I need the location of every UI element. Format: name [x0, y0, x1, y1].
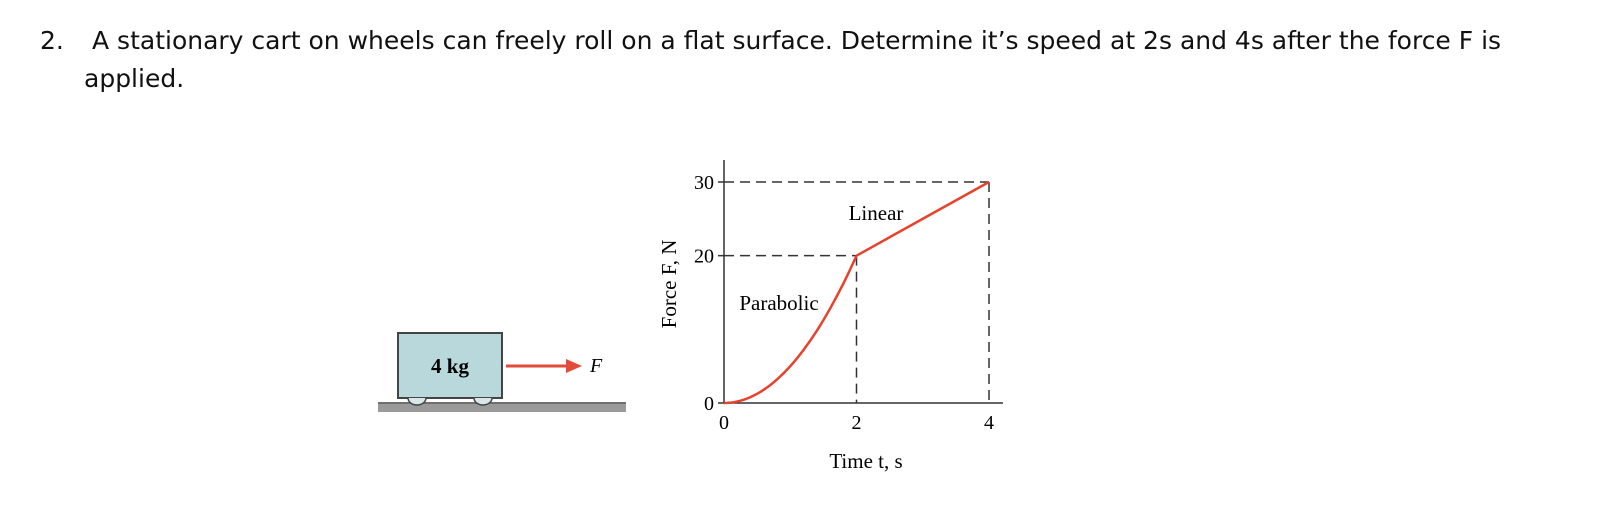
ground-surface [378, 402, 626, 412]
problem-number: 2. [40, 26, 64, 55]
x-tick-label: 0 [719, 412, 729, 434]
y-tick-label: 30 [694, 172, 714, 194]
x-tick-labels: 0 2 4 [719, 412, 994, 434]
x-tick-label: 4 [984, 412, 994, 434]
problem-text-line1: A stationary cart on wheels can freely r… [92, 26, 1502, 55]
x-axis-label: Time t, s [829, 449, 902, 473]
parabolic-segment [723, 255, 858, 405]
y-tick-label: 20 [694, 246, 714, 268]
x-tick-label: 2 [852, 412, 862, 434]
problem-text: A stationary cart on wheels can freely r… [84, 22, 1600, 98]
cart-mass-label: 4 kg [431, 354, 469, 378]
cart-wheel-left [407, 397, 427, 406]
force-arrow-head [566, 359, 582, 373]
y-axis-label: Force F, N [657, 240, 681, 329]
force-time-chart: 0 20 30 0 2 4 Linear Parabolic Time t, s For… [657, 160, 1003, 473]
guide-lines [724, 181, 990, 403]
y-tick-label: 0 [704, 393, 714, 415]
cart-body [397, 332, 503, 399]
segment-label-linear: Linear [849, 201, 904, 225]
y-tick-labels: 0 20 30 [694, 172, 724, 415]
segment-label-parabolic: Parabolic [739, 291, 818, 315]
problem-statement: 2. A stationary cart on wheels can freel… [40, 22, 1600, 98]
cart-wheel-right [473, 397, 493, 406]
force-label: F [589, 355, 603, 377]
linear-segment [855, 180, 990, 257]
cart-diagram: 4 kg F [378, 332, 626, 412]
problem-text-line2: applied. [84, 64, 185, 93]
